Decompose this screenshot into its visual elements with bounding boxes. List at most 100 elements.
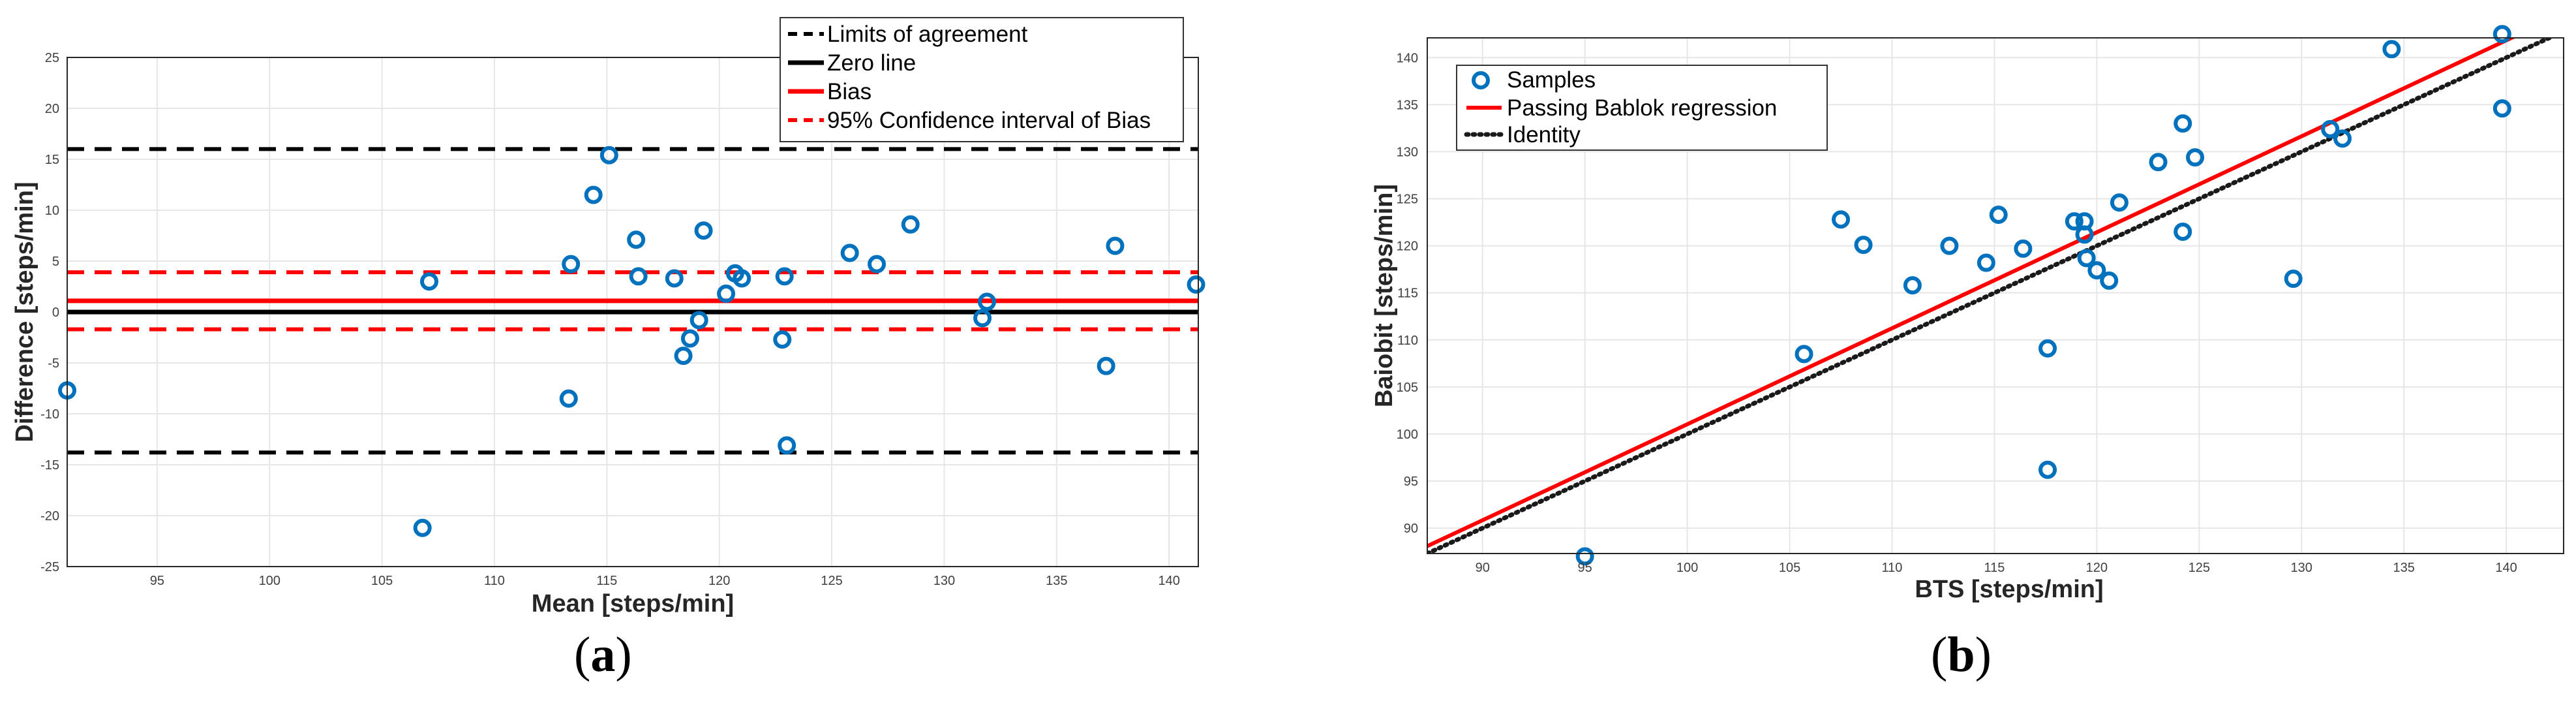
- data-point: [2110, 193, 2129, 212]
- y-tick-label: 130: [1397, 145, 1418, 159]
- data-point: [2382, 40, 2401, 59]
- data-point: [584, 185, 603, 204]
- data-point: [629, 267, 648, 286]
- data-point: [665, 269, 684, 288]
- legend-box: [1456, 65, 1828, 151]
- legend-label: Passing Bablok regression: [1507, 95, 1777, 121]
- data-point: [2065, 212, 2084, 231]
- y-tick-label: -25: [40, 560, 59, 574]
- y-tick-label: 135: [1397, 98, 1418, 112]
- data-point: [2149, 153, 2168, 172]
- data-point: [1575, 547, 1594, 566]
- legend-label: Limits of agreement: [827, 22, 1028, 47]
- legend-label: Samples: [1507, 67, 1596, 93]
- x-tick-label: 115: [1984, 561, 2005, 575]
- caption-b: (b): [1931, 627, 1992, 682]
- y-tick-label: 120: [1397, 240, 1418, 254]
- data-point: [1187, 275, 1205, 294]
- data-point: [420, 272, 439, 291]
- y-tick-label: 0: [52, 305, 59, 320]
- x-tick-label: 110: [484, 574, 505, 588]
- data-point: [627, 230, 646, 249]
- legend-label: Identity: [1507, 122, 1581, 148]
- regression-line: [1427, 38, 2517, 548]
- x-tick-label: 95: [1578, 561, 1592, 575]
- data-point: [733, 269, 751, 288]
- y-axis-label: Difference [steps/min]: [11, 181, 38, 442]
- legend: Limits of agreement Zero line Bias 95% Conf…: [780, 17, 1184, 142]
- data-point: [1097, 356, 1115, 375]
- data-point: [717, 284, 736, 303]
- y-tick-label: 20: [45, 102, 59, 116]
- x-tick-label: 140: [2495, 561, 2517, 575]
- x-axis-label: Mean [steps/min]: [532, 590, 734, 617]
- data-point: [2038, 339, 2057, 358]
- data-point: [2321, 119, 2340, 138]
- y-tick-label: 125: [1397, 193, 1418, 207]
- data-point: [2038, 460, 2057, 479]
- x-tick-label: 120: [2086, 561, 2108, 575]
- y-tick-label: 140: [1397, 51, 1418, 65]
- data-point: [1832, 210, 1851, 229]
- data-point: [1977, 253, 1995, 272]
- identity-line: [1427, 38, 2555, 554]
- x-tick-label: 90: [1476, 561, 1490, 575]
- y-tick-label: 100: [1397, 428, 1418, 442]
- x-tick-label: 110: [1882, 561, 1903, 575]
- y-tick-label: 10: [45, 204, 59, 218]
- caption-a: (a): [574, 627, 632, 682]
- y-tick-label: -5: [48, 356, 59, 371]
- x-tick-label: 120: [708, 574, 730, 588]
- x-tick-label: 135: [2393, 561, 2414, 575]
- axes-box: [67, 57, 1199, 567]
- data-point: [973, 309, 992, 328]
- x-tick-label: 125: [821, 574, 842, 588]
- data-point: [840, 243, 859, 262]
- y-tick-label: 90: [1404, 522, 1418, 536]
- y-tick-label: -15: [40, 458, 59, 473]
- data-point: [2186, 148, 2205, 167]
- data-point: [559, 389, 578, 408]
- legend-label: 95% Confidence interval of Bias: [827, 108, 1151, 133]
- data-point: [1854, 236, 1873, 255]
- x-tick-label: 95: [150, 574, 164, 588]
- data-point: [2493, 99, 2511, 118]
- y-tick-label: -20: [40, 509, 59, 523]
- x-tick-label: 100: [259, 574, 280, 588]
- y-tick-label: -10: [40, 407, 59, 422]
- x-tick-label: 115: [596, 574, 617, 588]
- legend-label: Bias: [827, 79, 871, 104]
- data-point: [1940, 236, 1959, 255]
- legend-swatch-samples: [1472, 71, 1490, 89]
- data-point: [1903, 276, 1922, 295]
- data-point: [2075, 225, 2094, 244]
- data-point: [2077, 249, 2096, 268]
- y-tick-label: 5: [52, 255, 59, 269]
- data-point: [977, 292, 996, 311]
- x-tick-label: 140: [1158, 574, 1179, 588]
- y-tick-label: 15: [45, 153, 59, 167]
- x-tick-label: 135: [1046, 574, 1067, 588]
- data-point: [2284, 270, 2303, 289]
- data-point: [1795, 345, 1813, 364]
- x-tick-label: 105: [371, 574, 393, 588]
- y-tick-label: 95: [1404, 475, 1418, 489]
- data-point: [1106, 236, 1125, 255]
- x-tick-label: 125: [2189, 561, 2210, 575]
- legend-box: [780, 17, 1184, 142]
- y-tick-label: 105: [1397, 381, 1418, 395]
- x-tick-label: 130: [933, 574, 955, 588]
- x-tick-label: 130: [2291, 561, 2312, 575]
- passing-bablok-chart: 90 95 100 105 110 115 120 125 130 135 140 90 95 100 10…: [1371, 25, 2564, 603]
- data-point: [599, 146, 618, 164]
- data-point: [562, 255, 581, 273]
- x-axis-label: BTS [steps/min]: [1915, 576, 2103, 603]
- data-point: [680, 329, 699, 348]
- data-point: [2493, 25, 2511, 44]
- data-point: [868, 255, 886, 273]
- data-point: [689, 311, 708, 330]
- x-tick-label: 100: [1676, 561, 1698, 575]
- x-tick-label: 105: [1779, 561, 1800, 575]
- data-point: [2014, 239, 2033, 258]
- data-point: [2100, 271, 2119, 290]
